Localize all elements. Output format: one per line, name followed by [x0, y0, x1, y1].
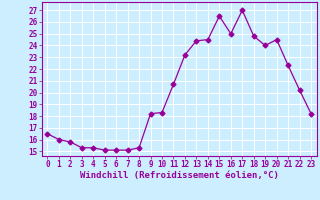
- X-axis label: Windchill (Refroidissement éolien,°C): Windchill (Refroidissement éolien,°C): [80, 171, 279, 180]
